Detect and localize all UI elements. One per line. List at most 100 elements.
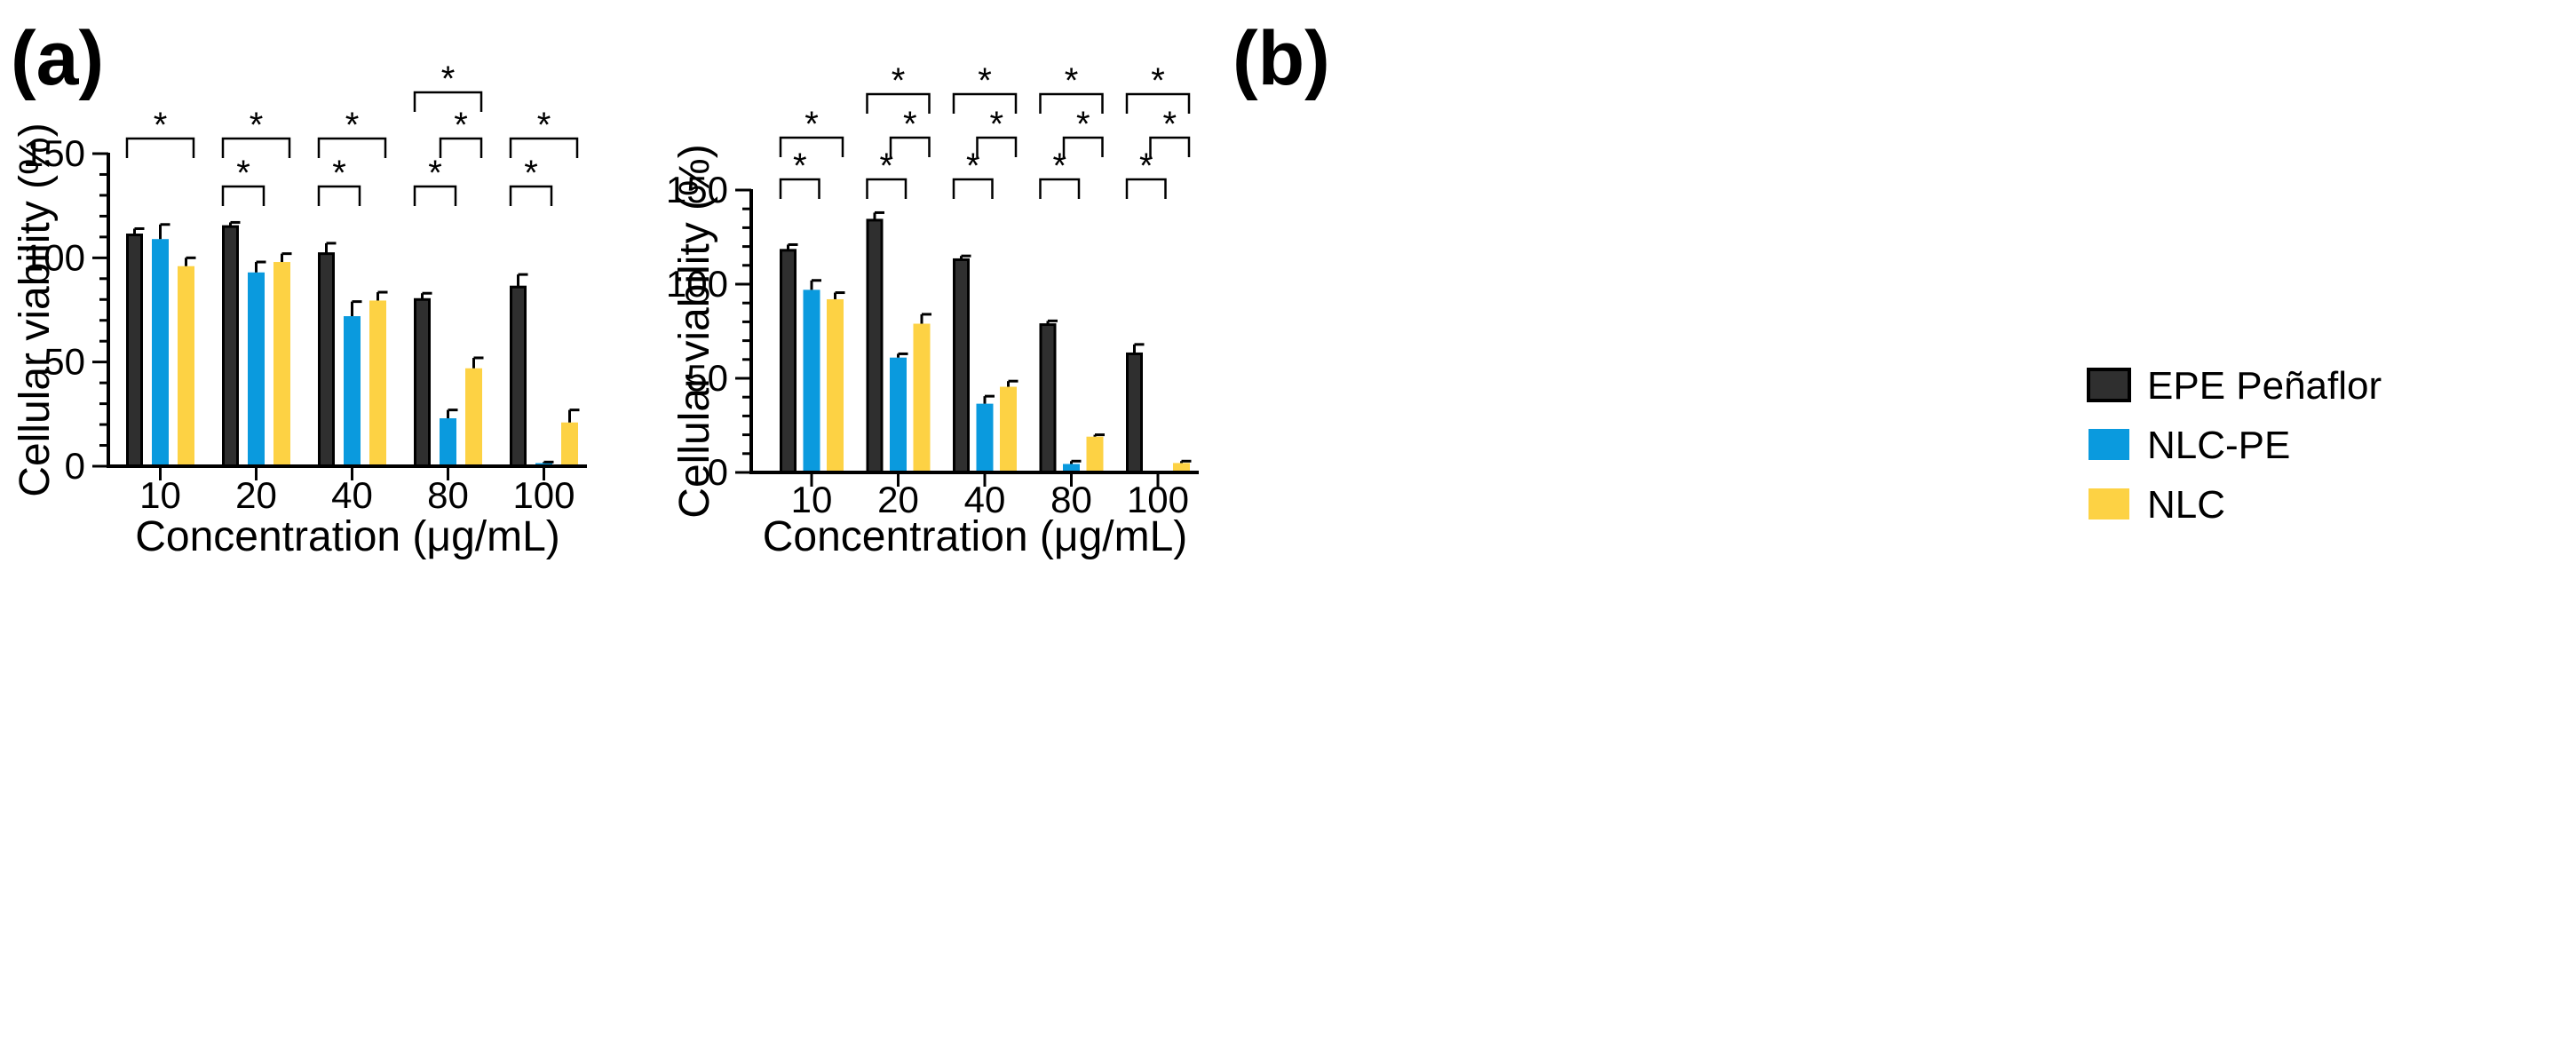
significance-bracket: [1039, 178, 1081, 199]
significance-star: *: [793, 147, 807, 186]
bar-nlc-100: [561, 422, 578, 466]
significance-star: *: [441, 59, 456, 99]
significance-bracket: [952, 178, 994, 199]
significance-star: *: [250, 106, 264, 145]
significance-bracket: [866, 178, 908, 199]
y-tick-label: 0: [65, 445, 85, 487]
significance-bracket: [221, 137, 291, 158]
x-tick-label-80: 80: [427, 474, 469, 516]
bar-epe-100: [510, 285, 527, 468]
y-tick-label: 150: [23, 132, 85, 174]
bar-epe-80: [414, 297, 431, 468]
significance-star: *: [1076, 105, 1090, 144]
bar-epe-40: [318, 252, 335, 468]
bar-nlc-20: [273, 262, 290, 466]
x-tick-label-80: 80: [1050, 479, 1092, 520]
y-tick-label: 50: [44, 341, 85, 383]
significance-bracket: [1149, 136, 1191, 157]
significance-star: *: [236, 154, 250, 193]
significance-bracket: [889, 136, 931, 157]
significance-bracket: [1125, 178, 1167, 199]
significance-bracket: [221, 185, 266, 206]
significance-star: *: [978, 61, 992, 100]
significance-star: *: [1151, 61, 1165, 100]
x-tick-label-100: 100: [1127, 479, 1189, 520]
significance-star: *: [345, 106, 360, 145]
significance-star: *: [989, 105, 1003, 144]
bar-nlc-pe-40: [976, 403, 994, 472]
bar-epe-20: [222, 225, 239, 468]
significance-bracket: [509, 137, 579, 158]
significance-bracket: [1125, 92, 1191, 114]
bar-epe-10: [126, 234, 143, 468]
legend-swatch-epe: [2087, 368, 2131, 402]
significance-star: *: [537, 106, 551, 145]
y-tick-label: 100: [666, 263, 728, 305]
significance-bracket: [439, 137, 483, 158]
bar-epe-80: [1039, 323, 1057, 474]
bar-nlc-40: [369, 300, 386, 466]
significance-star: *: [892, 61, 906, 100]
bar-nlc-80: [465, 368, 482, 466]
significance-bracket: [125, 137, 195, 158]
significance-star: *: [332, 154, 346, 193]
significance-bracket: [317, 137, 387, 158]
legend-swatch-nlc-pe: [2089, 429, 2129, 460]
bar-nlc-pe-20: [890, 357, 907, 472]
y-tick-label: 100: [23, 236, 85, 278]
significance-star: *: [1065, 61, 1079, 100]
panel-b-label: (b): [1233, 16, 1330, 101]
bar-nlc-10: [178, 266, 194, 466]
x-axis-title: Concentration (μg/mL): [763, 513, 1188, 560]
x-tick-label-40: 40: [964, 479, 1006, 520]
bar-nlc-pe-10: [803, 289, 820, 472]
significance-bracket: [317, 185, 361, 206]
significance-bracket: [779, 178, 820, 199]
bar-nlc-20: [913, 323, 931, 472]
legend-label-nlc-pe: NLC-PE: [2147, 424, 2290, 467]
legend-swatch-nlc: [2089, 488, 2129, 520]
bar-nlc-10: [827, 298, 844, 472]
x-tick-label-10: 10: [139, 474, 181, 516]
bar-nlc-40: [1000, 386, 1017, 472]
significance-bracket: [976, 136, 1018, 157]
x-tick-label-20: 20: [877, 479, 919, 520]
significance-bracket: [866, 92, 931, 114]
x-tick-label-20: 20: [235, 474, 277, 516]
x-tick-label-10: 10: [791, 479, 833, 520]
bar-nlc-pe-80: [440, 418, 456, 466]
x-tick-label-40: 40: [331, 474, 373, 516]
bar-epe-100: [1126, 352, 1143, 474]
significance-star: *: [154, 106, 168, 145]
significance-bracket: [779, 136, 844, 157]
bar-epe-20: [866, 218, 884, 474]
bar-nlc-pe-10: [152, 239, 169, 466]
bar-nlc-80: [1086, 436, 1104, 472]
significance-bracket: [1039, 92, 1104, 114]
x-axis-title: Concentration (μg/mL): [135, 513, 560, 560]
y-tick-label: 0: [708, 451, 728, 493]
y-tick-label: 50: [686, 357, 728, 399]
significance-star: *: [428, 154, 442, 193]
panel-a-label: (a): [11, 16, 104, 101]
significance-bracket: [413, 185, 457, 206]
bar-nlc-100: [1173, 463, 1190, 472]
significance-star: *: [454, 106, 468, 145]
significance-star: *: [524, 154, 538, 193]
y-axis-title: Cellular viability (%): [671, 144, 718, 518]
legend-label-epe: EPE Peñaflor: [2147, 364, 2382, 408]
y-axis-title: Cellular viability (%): [12, 123, 59, 496]
bar-nlc-pe-80: [1063, 464, 1080, 472]
bar-nlc-pe-40: [344, 316, 361, 466]
significance-bracket: [952, 92, 1018, 114]
x-tick-label-100: 100: [512, 474, 575, 516]
bar-nlc-pe-20: [248, 272, 265, 466]
significance-star: *: [903, 105, 917, 144]
significance-star: *: [805, 105, 819, 144]
significance-bracket: [413, 91, 483, 112]
legend-label-nlc: NLC: [2147, 483, 2225, 527]
bar-epe-40: [953, 258, 970, 474]
